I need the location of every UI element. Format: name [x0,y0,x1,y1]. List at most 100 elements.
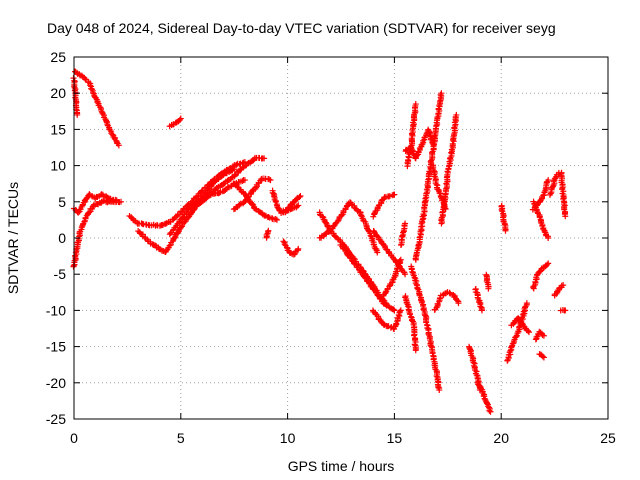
data-point [273,216,280,223]
data-point [266,176,273,183]
data-point [265,213,272,220]
data-point [296,193,303,200]
data-track [316,199,381,256]
data-point [176,116,183,123]
data-point [324,223,331,230]
data-track [472,286,485,314]
data-point [399,232,406,239]
data-point [554,288,561,295]
data-track [70,197,110,270]
data-point [402,220,409,227]
data-point [436,387,443,394]
data-point [396,308,403,315]
data-point [272,216,279,223]
x-tick-label: 5 [177,430,185,446]
data-point [294,203,301,210]
data-track [404,101,419,170]
x-tick-label: 25 [600,430,616,446]
data-point [537,196,544,203]
data-track [402,293,419,354]
data-track [431,289,462,313]
y-tick-label: 5 [58,194,66,210]
data-point [185,214,192,221]
data-point [560,282,567,289]
data-point [391,307,398,314]
data-point [498,206,505,213]
data-point [297,193,304,200]
data-track [380,256,404,299]
data-point [115,142,122,149]
data-point [216,189,223,196]
data-point [425,330,432,337]
data-track [280,202,302,216]
data-point [540,332,547,339]
data-point [507,347,514,354]
data-point [81,218,88,225]
data-point [525,327,532,334]
data-point [166,242,173,249]
data-point [523,300,530,307]
data-point [390,306,397,313]
data-track [166,115,184,130]
data-point [99,110,106,117]
data-point [241,177,248,184]
data-point [407,143,414,150]
data-point [414,285,421,292]
data-track [508,315,532,336]
data-point [429,140,436,147]
data-point [473,372,480,379]
data-point [265,227,272,234]
data-point [454,297,461,304]
data-track [532,328,547,343]
data-track [70,75,81,118]
data-point [434,114,441,121]
data-point [231,172,238,179]
data-track [558,169,569,220]
data-track [72,68,122,149]
data-point [361,274,368,281]
data-point [109,131,116,138]
data-point [374,233,381,240]
data-point [502,227,509,234]
data-point [249,200,256,207]
data-point [281,241,288,248]
data-track [337,241,398,314]
x-axis-label: GPS time / hours [288,458,395,474]
data-track [369,307,404,332]
axis-ticks: 0 5 10 15 20 25 -25 -20 -15 -10 -5 0 5 10 15 20 25 [46,49,616,446]
data-point [541,228,548,235]
data-track [370,228,409,278]
data-point [435,186,442,193]
data-point [295,245,302,252]
data-point [545,177,552,184]
data-point [412,101,419,108]
data-track [408,263,443,394]
chart-title: Day 048 of 2024, Sidereal Day-to-day VTE… [47,20,556,36]
x-tick-label: 15 [387,430,403,446]
data-point [436,189,443,196]
data-point [74,111,81,118]
data-track [557,307,569,314]
data-point [75,209,82,216]
data-track [397,220,409,249]
data-point [545,260,552,267]
data-track [530,260,552,292]
data-point [252,205,259,212]
data-point [478,307,485,314]
y-axis-label: SDTVAR / TECUs [5,182,21,294]
data-point [231,166,238,173]
data-point [371,228,378,235]
data-point [486,407,493,414]
data-point [402,271,409,278]
data-point [429,149,436,156]
data-point [485,285,492,292]
data-point [433,373,440,380]
grid [74,57,608,419]
data-point [117,198,124,205]
data-track [230,175,274,213]
data-point [261,155,268,162]
data-point [419,141,426,148]
y-tick-label: 15 [50,121,66,137]
data-point [358,269,365,276]
data-point [539,353,546,360]
